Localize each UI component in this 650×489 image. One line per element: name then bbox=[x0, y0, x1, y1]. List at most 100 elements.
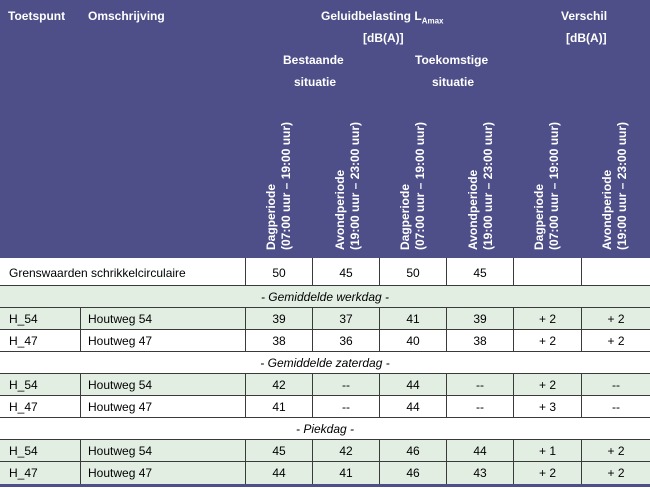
value-cell: + 2 bbox=[607, 334, 625, 348]
period-header-evening-diff: Avondperiode (19:00 uur – 23:00 uur) bbox=[600, 121, 629, 250]
value-cell bbox=[582, 260, 650, 285]
value-cell: 44 bbox=[272, 466, 286, 480]
column-divider bbox=[312, 258, 313, 285]
column-divider bbox=[80, 307, 81, 351]
value-cell: + 2 bbox=[538, 466, 556, 480]
column-divider bbox=[80, 373, 81, 417]
value-cell: 45 bbox=[473, 265, 487, 280]
future-situation-line2: situatie bbox=[432, 75, 475, 89]
value-cell: -- bbox=[476, 400, 484, 414]
desc-cell: Houtweg 54 bbox=[88, 378, 153, 392]
value-cell: -- bbox=[342, 378, 350, 392]
col-header-omschrijving: Omschrijving bbox=[88, 9, 165, 23]
section-title-piekdag: - Piekdag - bbox=[295, 422, 355, 436]
period-header-evening-future: Avondperiode (19:00 uur – 23:00 uur) bbox=[466, 121, 495, 250]
column-divider bbox=[245, 307, 246, 351]
col-header-geluidbelasting: Geluidbelasting LAmax bbox=[321, 9, 444, 26]
column-divider bbox=[379, 439, 380, 484]
value-cell: 50 bbox=[272, 265, 286, 280]
point-cell: H_47 bbox=[9, 334, 38, 348]
column-divider bbox=[379, 307, 380, 351]
row-divider bbox=[0, 307, 650, 308]
point-cell: H_54 bbox=[9, 444, 38, 458]
existing-situation-line1: Bestaande bbox=[283, 53, 344, 67]
row-divider bbox=[0, 285, 650, 286]
value-cell: 42 bbox=[272, 378, 286, 392]
value-cell: 40 bbox=[406, 334, 420, 348]
value-cell: + 2 bbox=[538, 312, 556, 326]
column-divider bbox=[513, 307, 514, 351]
value-cell: 44 bbox=[473, 444, 487, 458]
value-cell: 46 bbox=[406, 444, 420, 458]
column-divider bbox=[312, 307, 313, 351]
value-cell: + 3 bbox=[538, 400, 556, 414]
value-cell: 39 bbox=[473, 312, 487, 326]
point-cell: H_47 bbox=[9, 400, 38, 414]
point-cell: H_47 bbox=[9, 466, 38, 480]
value-cell: + 1 bbox=[538, 444, 556, 458]
table-row: H_54 Houtweg 54 42 -- 44 -- + 2 -- bbox=[0, 374, 650, 396]
value-cell: 38 bbox=[272, 334, 286, 348]
value-cell: 37 bbox=[339, 312, 353, 326]
limits-row: Grenswaarden schrikkelcirculaire 50 45 5… bbox=[0, 260, 650, 285]
column-divider bbox=[245, 258, 246, 285]
column-divider bbox=[446, 307, 447, 351]
table-row: H_54 Houtweg 54 45 42 46 44 + 1 + 2 bbox=[0, 440, 650, 462]
value-cell: 46 bbox=[406, 466, 420, 480]
value-cell: + 2 bbox=[538, 334, 556, 348]
table-row: H_54 Houtweg 54 39 37 41 39 + 2 + 2 bbox=[0, 308, 650, 330]
desc-cell: Houtweg 47 bbox=[88, 334, 153, 348]
column-divider bbox=[513, 373, 514, 417]
value-cell: -- bbox=[612, 400, 620, 414]
value-cell: -- bbox=[612, 378, 620, 392]
future-situation-line1: Toekomstige bbox=[415, 53, 489, 67]
row-divider bbox=[0, 439, 650, 440]
row-divider bbox=[0, 373, 650, 374]
column-divider bbox=[446, 439, 447, 484]
table-row: H_47 Houtweg 47 44 41 46 43 + 2 + 2 bbox=[0, 462, 650, 484]
value-cell: 44 bbox=[406, 378, 420, 392]
period-header-day-existing: Dagperiode (07:00 uur – 19:00 uur) bbox=[264, 121, 293, 250]
value-cell: + 2 bbox=[607, 312, 625, 326]
period-header-day-diff: Dagperiode (07:00 uur – 19:00 uur) bbox=[532, 121, 561, 250]
value-cell: 41 bbox=[339, 466, 353, 480]
value-cell: 44 bbox=[406, 400, 420, 414]
value-cell: 39 bbox=[272, 312, 286, 326]
column-divider bbox=[245, 439, 246, 484]
value-cell: 42 bbox=[339, 444, 353, 458]
value-cell: -- bbox=[342, 400, 350, 414]
row-divider bbox=[0, 417, 650, 418]
section-title-zaterdag: - Gemiddelde zaterdag - bbox=[260, 356, 390, 370]
column-divider bbox=[513, 258, 514, 285]
column-divider bbox=[379, 258, 380, 285]
point-cell: H_54 bbox=[9, 378, 38, 392]
desc-cell: Houtweg 47 bbox=[88, 400, 153, 414]
noise-unit: [dB(A)] bbox=[363, 31, 404, 45]
column-divider bbox=[446, 258, 447, 285]
value-cell: + 2 bbox=[607, 466, 625, 480]
col-header-verschil: Verschil bbox=[561, 9, 608, 23]
table-row: H_47 Houtweg 47 41 -- 44 -- + 3 -- bbox=[0, 396, 650, 418]
value-cell: 45 bbox=[272, 444, 286, 458]
value-cell bbox=[514, 260, 581, 285]
column-divider bbox=[312, 439, 313, 484]
value-cell: 36 bbox=[339, 334, 353, 348]
column-divider bbox=[581, 258, 582, 285]
desc-cell: Houtweg 47 bbox=[88, 466, 153, 480]
value-cell: 38 bbox=[473, 334, 487, 348]
value-cell: + 2 bbox=[538, 378, 556, 392]
column-divider bbox=[581, 373, 582, 417]
value-cell: + 2 bbox=[607, 444, 625, 458]
column-divider bbox=[513, 439, 514, 484]
row-divider bbox=[0, 351, 650, 352]
table-header: Toetspunt Omschrijving Geluidbelasting L… bbox=[0, 0, 650, 258]
value-cell: -- bbox=[476, 378, 484, 392]
value-cell: 50 bbox=[406, 265, 420, 280]
value-cell: 43 bbox=[473, 466, 487, 480]
table-row: H_47 Houtweg 47 38 36 40 38 + 2 + 2 bbox=[0, 330, 650, 352]
section-title-werkdag: - Gemiddelde werkdag - bbox=[0, 286, 650, 308]
period-header-day-future: Dagperiode (07:00 uur – 19:00 uur) bbox=[398, 121, 427, 250]
column-divider bbox=[581, 307, 582, 351]
limits-label: Grenswaarden schrikkelcirculaire bbox=[9, 265, 186, 280]
table-bottom-border bbox=[0, 484, 650, 487]
